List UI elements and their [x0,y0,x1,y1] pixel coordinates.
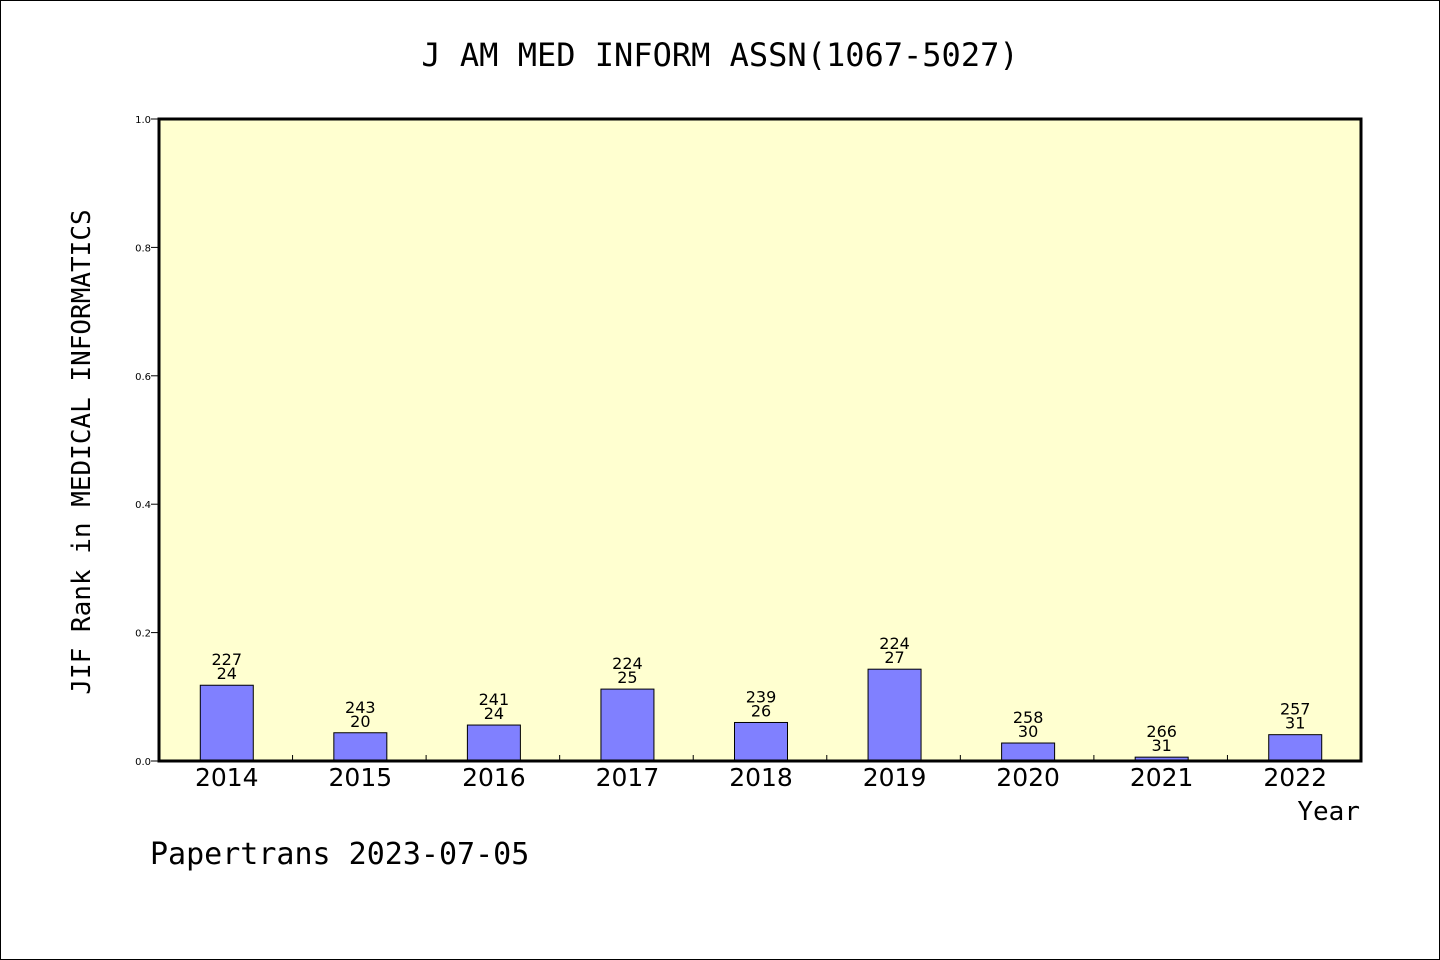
x-tick-label: 2020 [996,763,1060,792]
bar [867,668,922,762]
bar-label-total: 224 [612,654,643,673]
bar-label-total: 258 [1013,708,1044,727]
bar-label-total: 257 [1280,700,1311,719]
bar-label-total: 266 [1146,722,1177,741]
y-tick-label: 0.0 [135,757,151,768]
y-axis: 0.0 0.2 0.4 0.6 0.8 1.0 [135,115,159,768]
y-axis-label: JIF Rank in MEDICAL INFORMATICS [67,209,97,694]
bar [734,721,788,762]
bar-label-total: 241 [479,690,510,709]
bar [333,732,388,762]
y-tick-label: 1.0 [135,115,151,126]
bar [600,688,655,762]
x-axis-label: Year [1297,797,1360,827]
bar-label-rank: 20 [350,712,370,731]
y-tick-label: 0.8 [135,243,151,254]
y-tick-label: 0.4 [135,500,151,511]
x-tick-label: 2021 [1130,763,1194,792]
x-tick-label: 2014 [195,763,259,792]
bar [1268,734,1323,762]
x-tick-label: 2017 [596,763,660,792]
plot-area [159,119,1361,761]
bar-label-rank: 31 [1285,714,1305,733]
bar [1001,742,1056,762]
x-tick-label: 2018 [729,763,793,792]
bar-label-rank: 25 [617,668,637,687]
bar-label-total: 227 [212,650,243,669]
x-axis: 2014 2015 2016 2017 2018 2019 2020 2021 2022 [195,763,1327,792]
bar-label-total: 243 [345,698,376,717]
x-tick-label: 2016 [462,763,526,792]
bar-label-rank: 26 [751,701,771,720]
bar [466,724,521,762]
bar-label-rank: 30 [1018,722,1038,741]
x-tick-label: 2015 [329,763,393,792]
x-tick-label: 2019 [863,763,927,792]
y-tick-label: 0.6 [135,372,151,383]
plot-border [157,117,1363,763]
bar [199,684,254,762]
bar-label-rank: 27 [884,648,904,667]
bar-label-total: 224 [879,634,910,653]
y-tick-label: 0.2 [135,629,151,640]
bar-label-rank: 31 [1151,736,1171,755]
chart-title: J AM MED INFORM ASSN(1067-5027) [421,36,1018,74]
x-tick-label: 2022 [1263,763,1327,792]
bar-label-total: 239 [746,687,777,706]
footer-credit: Papertrans 2023-07-05 [150,837,529,872]
bar-label-rank: 24 [484,704,504,723]
bar-label-rank: 24 [217,664,237,683]
